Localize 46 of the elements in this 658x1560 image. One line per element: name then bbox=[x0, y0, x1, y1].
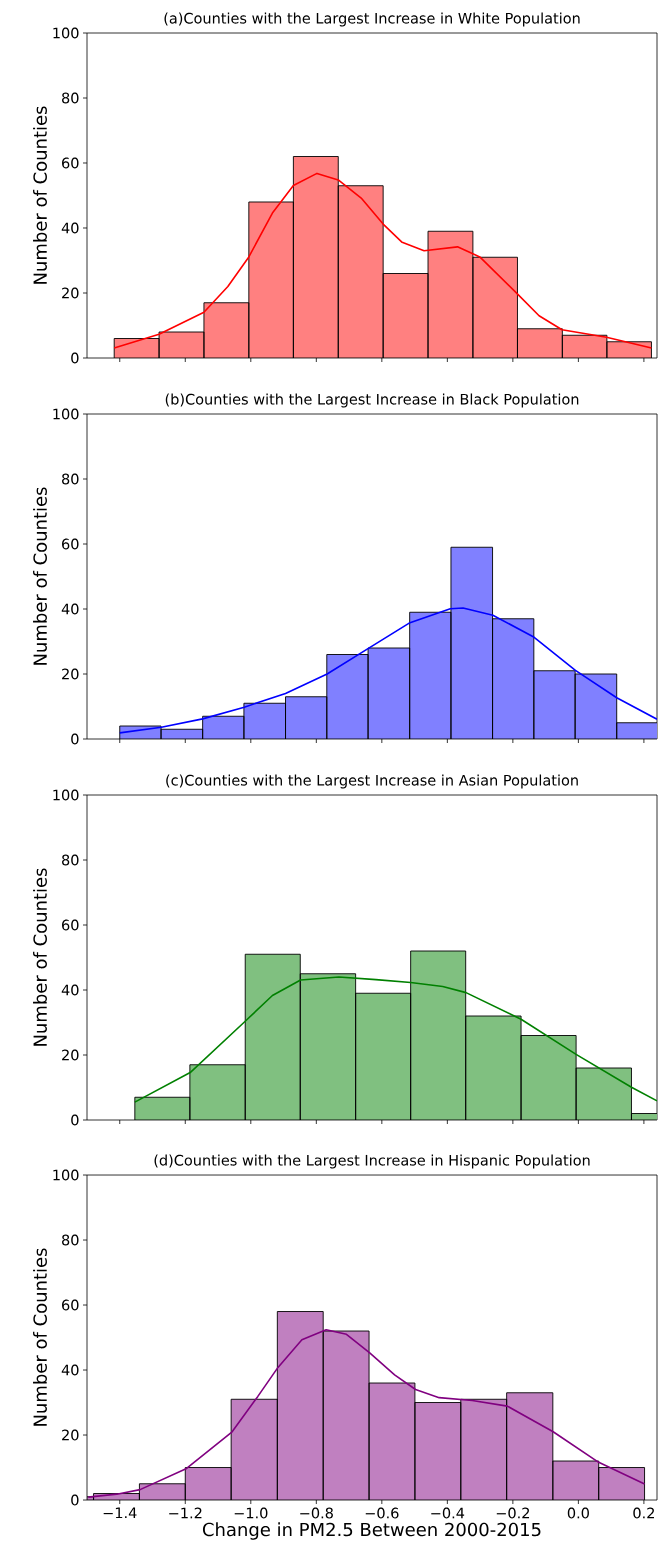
y-tick-label: 40 bbox=[61, 984, 79, 996]
chart-title: (d)Counties with the Largest Increase in Hispanic Population bbox=[154, 1154, 590, 1169]
chart-title: (b)Counties with the Largest Increase in Black Population bbox=[165, 393, 579, 408]
x-axis-title: Change in PM2.5 Between 2000-2015 bbox=[202, 1522, 541, 1540]
x-tick-label: −0.8 bbox=[300, 1507, 333, 1519]
y-tick-label: 20 bbox=[62, 668, 79, 680]
y-tick-label: 80 bbox=[62, 92, 79, 104]
line-series bbox=[113, 172, 653, 349]
y-tick-label: 80 bbox=[62, 854, 79, 866]
y-tick-label: 60 bbox=[62, 919, 79, 931]
line-series bbox=[87, 1328, 646, 1498]
y-tick-label: 40 bbox=[61, 222, 79, 234]
x-tick-label: −1.4 bbox=[103, 1507, 137, 1519]
y-tick-label: 60 bbox=[62, 157, 79, 169]
y-tick-label: 0 bbox=[71, 733, 79, 745]
x-tick-label: −1.0 bbox=[234, 1507, 268, 1519]
y-tick-label: 0 bbox=[71, 1494, 79, 1506]
y-axis-title: Number of Counties bbox=[33, 868, 47, 1046]
y-tick-label: 100 bbox=[53, 789, 79, 801]
y-tick-label: 60 bbox=[62, 538, 79, 550]
y-axis-title: Number of Counties bbox=[33, 487, 47, 665]
y-tick-label: 0 bbox=[71, 1114, 79, 1126]
y-tick-label: 100 bbox=[53, 1169, 79, 1181]
x-tick-label: 0.2 bbox=[633, 1507, 654, 1519]
y-tick-label: 60 bbox=[62, 1299, 79, 1311]
y-tick-label: 100 bbox=[53, 408, 79, 420]
y-tick-label: 40 bbox=[61, 603, 79, 615]
y-tick-label: 20 bbox=[62, 1049, 79, 1061]
chart-title: (a)Counties with the Largest Increase in White Population bbox=[164, 12, 580, 27]
x-tick-label: −0.2 bbox=[496, 1507, 530, 1519]
line-series bbox=[118, 607, 658, 734]
y-tick-label: 80 bbox=[62, 1234, 79, 1246]
line-series bbox=[134, 976, 658, 1103]
y-axis-title: Number of Counties bbox=[33, 106, 47, 284]
y-tick-label: 40 bbox=[61, 1364, 79, 1376]
y-tick-label: 20 bbox=[62, 287, 79, 299]
x-tick-label: −0.4 bbox=[431, 1507, 465, 1519]
chart-title: (c)Counties with the Largest Increase in Asian Population bbox=[166, 774, 578, 789]
x-tick-label: −1.2 bbox=[169, 1507, 202, 1519]
x-tick-label: −0.6 bbox=[365, 1507, 399, 1519]
y-tick-label: 80 bbox=[62, 473, 79, 485]
y-tick-label: 0 bbox=[71, 352, 79, 364]
x-tick-label: 0.0 bbox=[567, 1507, 589, 1519]
y-tick-label: 20 bbox=[62, 1429, 79, 1441]
y-tick-label: 100 bbox=[53, 27, 79, 39]
y-axis-title: Number of Counties bbox=[33, 1248, 47, 1426]
